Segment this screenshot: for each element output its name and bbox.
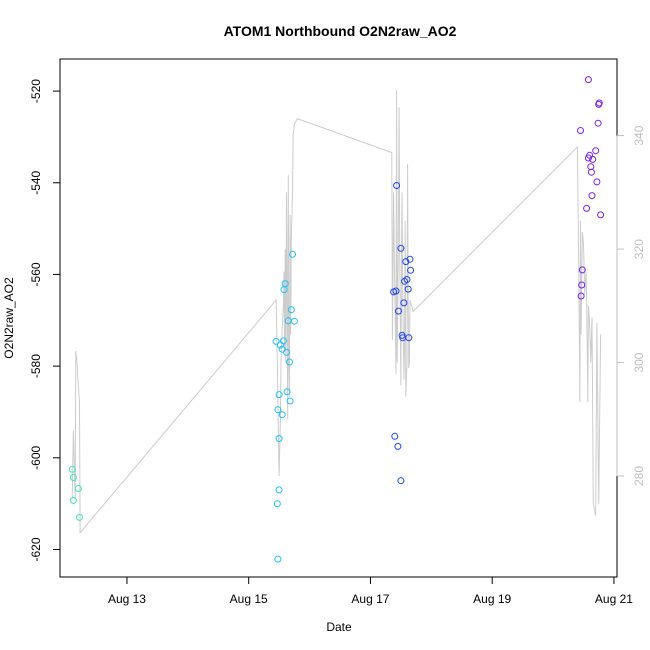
y2-tick-label: 300 xyxy=(632,352,646,372)
y2-tick-label: 280 xyxy=(632,466,646,486)
chart: ATOM1 Northbound O2N2raw_AO2 Aug 13 Aug 1… xyxy=(0,0,650,650)
x-tick-label: Aug 19 xyxy=(473,592,511,606)
y-tick-label: -560 xyxy=(29,262,43,286)
x-axis-label: Date xyxy=(326,620,352,634)
x-tick-label: Aug 21 xyxy=(595,592,633,606)
chart-title: ATOM1 Northbound O2N2raw_AO2 xyxy=(224,23,457,39)
y2-tick-label: 340 xyxy=(632,125,646,145)
y-tick-label: -520 xyxy=(29,79,43,103)
y-axis-label: O2N2raw_AO2 xyxy=(2,277,16,359)
y-tick-label: -580 xyxy=(29,354,43,378)
y-tick-label: -620 xyxy=(29,537,43,561)
chart-background xyxy=(0,0,650,650)
x-tick-label: Aug 13 xyxy=(108,592,146,606)
x-tick-label: Aug 15 xyxy=(230,592,268,606)
y-tick-label: -540 xyxy=(29,170,43,194)
y-tick-label: -600 xyxy=(29,445,43,469)
x-tick-label: Aug 17 xyxy=(351,592,389,606)
y2-tick-label: 320 xyxy=(632,239,646,259)
